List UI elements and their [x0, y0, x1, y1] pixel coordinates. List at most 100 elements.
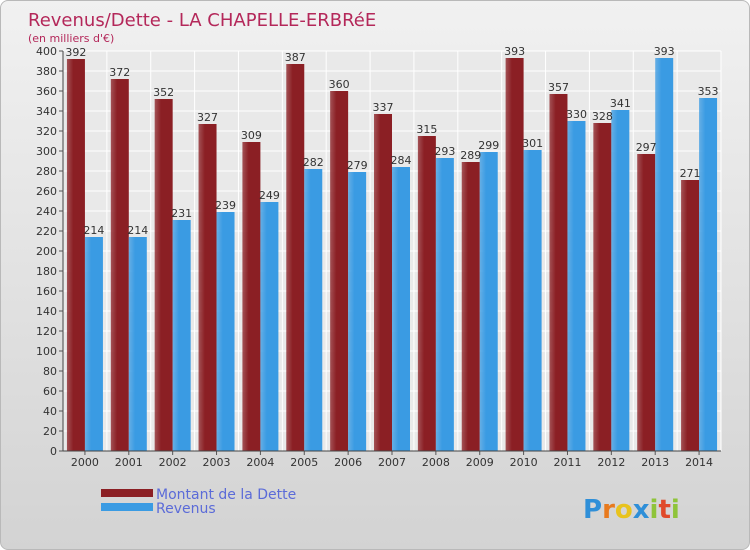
label-dette-2009: 289: [460, 149, 481, 162]
y-tick-label: 280: [36, 165, 57, 178]
bar-revenus-2000: [84, 237, 103, 451]
legend-swatch: [101, 503, 153, 511]
bar-dette-2013: [637, 154, 656, 451]
label-revenus-2002: 231: [171, 207, 192, 220]
y-tick-label: 0: [50, 445, 57, 458]
x-tick-label: 2001: [115, 456, 143, 469]
y-tick-label: 340: [36, 105, 57, 118]
bar-revenus-2013: [655, 58, 674, 451]
y-tick-label: 180: [36, 265, 57, 278]
label-revenus-2008: 293: [434, 145, 455, 158]
label-revenus-2001: 214: [127, 224, 148, 237]
x-tick-label: 2006: [334, 456, 362, 469]
label-dette-2008: 315: [416, 123, 437, 136]
y-tick-label: 40: [43, 405, 57, 418]
y-tick-label: 380: [36, 65, 57, 78]
label-revenus-2007: 284: [391, 154, 412, 167]
bar-dette-2012: [593, 123, 612, 451]
bar-revenus-2003: [216, 212, 235, 451]
bar-revenus-2008: [435, 158, 454, 451]
y-tick-label: 20: [43, 425, 57, 438]
y-axis-ticks: 0 20 40 60 80 100 120 140 160 180 200 220 240 260 280 3…: [36, 45, 63, 458]
y-tick-label: 220: [36, 225, 57, 238]
bar-revenus-2007: [392, 167, 410, 451]
label-dette-2010: 393: [504, 45, 525, 58]
data-labels: 392 214 372 214 352 231 327 239 309 249 387 282 360 2…: [65, 45, 718, 237]
label-dette-2007: 337: [373, 101, 394, 114]
y-tick-label: 100: [36, 345, 57, 358]
x-tick-label: 2002: [159, 456, 187, 469]
y-tick-label: 140: [36, 305, 57, 318]
bar-dette-2001: [110, 79, 129, 451]
bar-revenus-2001: [128, 237, 147, 451]
bar-revenus-2004: [260, 202, 279, 451]
bar-revenus-2009: [479, 152, 498, 451]
label-revenus-2000: 214: [83, 224, 104, 237]
y-tick-label: 60: [43, 385, 57, 398]
bar-dette-2008: [417, 136, 436, 451]
label-dette-2011: 357: [548, 81, 569, 94]
bar-dette-2009: [461, 162, 480, 451]
label-revenus-2006: 279: [347, 159, 368, 172]
bar-dette-2003: [198, 124, 217, 451]
bar-dette-2007: [374, 114, 392, 451]
y-tick-label: 120: [36, 325, 57, 338]
bar-revenus-2006: [348, 172, 367, 451]
bar-dette-2014: [681, 180, 700, 451]
label-revenus-2003: 239: [215, 199, 236, 212]
label-revenus-2011: 330: [566, 108, 587, 121]
x-tick-label: 2000: [71, 456, 99, 469]
bar-revenus-2010: [523, 150, 542, 451]
x-tick-label: 2004: [246, 456, 274, 469]
bar-revenus-2005: [304, 169, 323, 451]
y-tick-label: 400: [36, 45, 57, 58]
x-tick-label: 2008: [422, 456, 450, 469]
label-revenus-2004: 249: [259, 189, 280, 202]
x-tick-label: 2007: [378, 456, 406, 469]
x-tick-label: 2010: [510, 456, 538, 469]
legend-swatch: [101, 489, 153, 497]
label-dette-2002: 352: [153, 86, 174, 99]
label-dette-2012: 328: [592, 110, 613, 123]
y-tick-label: 200: [36, 245, 57, 258]
chart-subtitle: (en milliers d'€): [28, 32, 114, 45]
bar-dette-2004: [242, 142, 261, 451]
y-tick-label: 300: [36, 145, 57, 158]
x-axis-ticks: 2000 2001 2002 2003 2004 2005 2006 2007 2008 2009…: [71, 451, 713, 469]
label-revenus-2005: 282: [303, 156, 324, 169]
y-tick-label: 240: [36, 205, 57, 218]
bar-revenus-2014: [699, 98, 718, 451]
bar-revenus-2011: [567, 121, 586, 451]
label-dette-2004: 309: [241, 129, 262, 142]
label-dette-2013: 297: [636, 141, 657, 154]
label-dette-2000: 392: [65, 46, 86, 59]
bar-revenus-2012: [611, 110, 630, 451]
x-tick-label: 2003: [203, 456, 231, 469]
x-tick-label: 2011: [553, 456, 581, 469]
x-tick-label: 2005: [290, 456, 318, 469]
y-tick-label: 320: [36, 125, 57, 138]
label-revenus-2014: 353: [698, 85, 719, 98]
label-dette-2014: 271: [680, 167, 701, 180]
x-tick-label: 2009: [466, 456, 494, 469]
y-tick-label: 260: [36, 185, 57, 198]
bar-dette-2000: [66, 59, 85, 451]
chart-title: Revenus/Dette - LA CHAPELLE-ERBRéE: [28, 10, 376, 31]
bar-dette-2006: [330, 91, 349, 451]
label-revenus-2009: 299: [478, 139, 499, 152]
label-revenus-2012: 341: [610, 97, 631, 110]
label-dette-2005: 387: [285, 51, 306, 64]
legend-label: Montant de la Dette: [156, 487, 296, 503]
x-tick-label: 2014: [685, 456, 713, 469]
bar-dette-2010: [505, 58, 524, 451]
label-revenus-2010: 301: [522, 137, 543, 150]
label-dette-2003: 327: [197, 111, 218, 124]
y-tick-label: 360: [36, 85, 57, 98]
proxiti-logo: Proxiti: [583, 495, 680, 525]
logo-wordmark: Proxiti: [583, 495, 680, 525]
bar-dette-2005: [286, 64, 305, 451]
x-tick-label: 2013: [641, 456, 669, 469]
